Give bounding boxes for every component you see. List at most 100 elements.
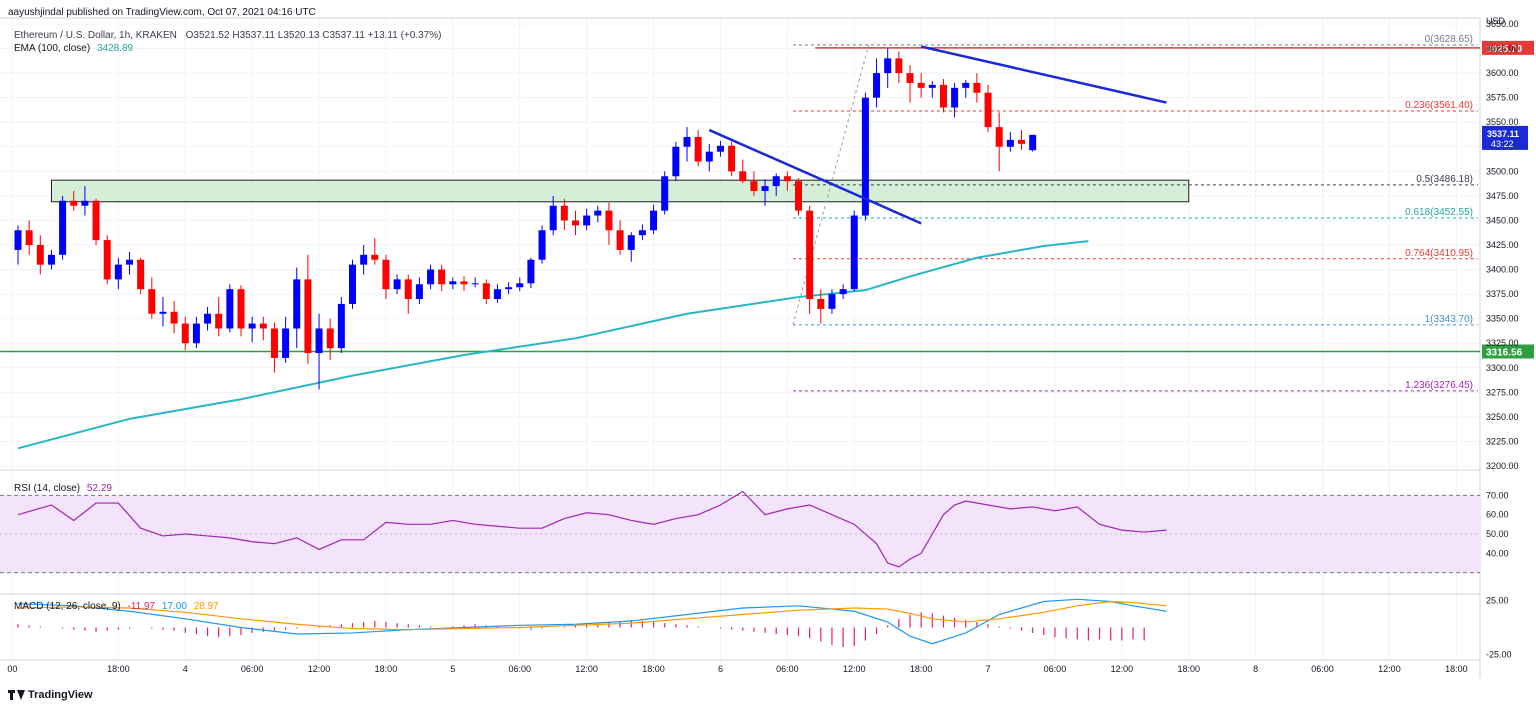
rsi-tick-label: 70.00 bbox=[1486, 490, 1509, 500]
rsi-tick-label: 40.00 bbox=[1486, 548, 1509, 558]
candle-body bbox=[772, 176, 780, 187]
candle-body bbox=[148, 289, 156, 314]
time-tick-label: 18:00 bbox=[107, 664, 130, 674]
candle-body bbox=[873, 73, 881, 98]
time-tick-label: 7 bbox=[986, 664, 991, 674]
candle-body bbox=[25, 230, 33, 245]
candle-body bbox=[839, 289, 847, 295]
ema-legend: EMA (100, close) 3428.89 bbox=[14, 43, 133, 54]
resistance-label-bg bbox=[1482, 40, 1534, 55]
fib-label-0.5: 0.5(3486.18) bbox=[1416, 174, 1473, 185]
candle-body bbox=[337, 303, 345, 349]
candle-body bbox=[259, 323, 267, 329]
fib-label-0.764: 0.764(3410.95) bbox=[1405, 248, 1473, 259]
candle-body bbox=[716, 145, 724, 152]
candle-body bbox=[326, 328, 334, 349]
candle-body bbox=[594, 210, 602, 216]
rsi-line bbox=[17, 490, 1167, 568]
candle-body bbox=[293, 279, 301, 329]
candle-body bbox=[47, 254, 55, 265]
price-tick-label: 3275.00 bbox=[1486, 387, 1519, 397]
price-tick-label: 3400.00 bbox=[1486, 265, 1519, 275]
macd-hist-value: -11.97 bbox=[127, 601, 156, 612]
time-tick-label: 12:00 bbox=[1111, 664, 1134, 674]
candle-body bbox=[984, 92, 992, 128]
candle-body bbox=[694, 136, 702, 162]
time-tick-label: 06:00 bbox=[1311, 664, 1334, 674]
ohlc-high: H3537.11 bbox=[232, 30, 275, 41]
candle-body bbox=[962, 82, 970, 88]
candle-body bbox=[382, 259, 390, 290]
candle-body bbox=[282, 328, 290, 358]
price-tick-label: 3450.00 bbox=[1486, 215, 1519, 225]
support-zone bbox=[50, 179, 1190, 203]
candle-body bbox=[538, 230, 546, 260]
candle-body bbox=[884, 58, 892, 74]
tradingview-logo: TradingView bbox=[8, 689, 93, 701]
candle-body bbox=[226, 289, 234, 329]
price-tick-label: 3600.00 bbox=[1486, 68, 1519, 78]
candle-body bbox=[14, 230, 22, 250]
fib-label-1: 1(3343.70) bbox=[1425, 314, 1473, 325]
candle-body bbox=[739, 171, 747, 182]
macd-tick-label: 25.00 bbox=[1486, 595, 1509, 605]
ohlc-open: O3521.52 bbox=[185, 30, 230, 41]
trendline-1 bbox=[708, 128, 922, 225]
rsi-tick-label: 50.00 bbox=[1486, 529, 1509, 539]
candle-body bbox=[705, 151, 713, 162]
candle-body bbox=[270, 328, 278, 358]
candle-body bbox=[783, 176, 791, 182]
fib-label-0.618: 0.618(3452.55) bbox=[1405, 207, 1473, 218]
candle-body bbox=[661, 176, 669, 211]
price-tick-label: 3475.00 bbox=[1486, 191, 1519, 201]
ema-label: EMA (100, close) bbox=[14, 43, 91, 54]
candle-body bbox=[850, 215, 858, 290]
time-tick-label: 18:00 bbox=[1445, 664, 1468, 674]
candle-body bbox=[159, 311, 167, 314]
candle-body bbox=[181, 323, 189, 344]
candle-body bbox=[493, 289, 501, 300]
candle-body bbox=[114, 264, 122, 280]
candle-body bbox=[750, 181, 758, 191]
candle-body bbox=[549, 205, 557, 231]
candle-body bbox=[627, 235, 635, 250]
support-label-bg bbox=[1482, 344, 1534, 359]
price-tick-label: 3500.00 bbox=[1486, 166, 1519, 176]
ohlc-close: C3537.11 bbox=[322, 30, 365, 41]
candle-body bbox=[237, 289, 245, 329]
candle-body bbox=[360, 254, 368, 265]
ohlc-low: L3520.13 bbox=[277, 30, 320, 41]
candle-body bbox=[928, 84, 936, 88]
candle-body bbox=[36, 245, 44, 265]
time-tick-label: 12:00 bbox=[843, 664, 866, 674]
candle-body bbox=[795, 181, 802, 211]
price-tick-label: 3575.00 bbox=[1486, 93, 1519, 103]
candle-body bbox=[605, 210, 613, 231]
candle-body bbox=[828, 294, 836, 309]
macd-signal-line bbox=[17, 600, 1167, 631]
candle-body bbox=[527, 259, 535, 284]
last-price-value: 3537.11 bbox=[1487, 129, 1519, 139]
rsi-tick-label: 60.00 bbox=[1486, 510, 1509, 520]
candle-body bbox=[59, 200, 67, 255]
time-tick-label: 5 bbox=[450, 664, 455, 674]
candle-body bbox=[460, 281, 468, 285]
price-tick-label: 3425.00 bbox=[1486, 240, 1519, 250]
candle-body bbox=[215, 313, 223, 329]
resistance-price-label: 3625.70 bbox=[1486, 44, 1523, 55]
time-tick-label: 18:00 bbox=[910, 664, 933, 674]
price-tick-label: 3650.00 bbox=[1486, 19, 1519, 29]
candle-body bbox=[1018, 139, 1025, 144]
candle-body bbox=[683, 136, 691, 147]
time-tick-label: 00 bbox=[7, 664, 17, 674]
candle-body bbox=[917, 82, 925, 88]
candle-body bbox=[81, 200, 89, 206]
time-tick-label: 18:00 bbox=[642, 664, 665, 674]
candle-body bbox=[415, 284, 423, 300]
price-tick-label: 3200.00 bbox=[1486, 461, 1519, 471]
time-tick-label: 06:00 bbox=[776, 664, 799, 674]
candle-body bbox=[505, 287, 513, 290]
fib-label-0: 0(3628.65) bbox=[1425, 34, 1473, 45]
candle-body bbox=[761, 186, 769, 191]
